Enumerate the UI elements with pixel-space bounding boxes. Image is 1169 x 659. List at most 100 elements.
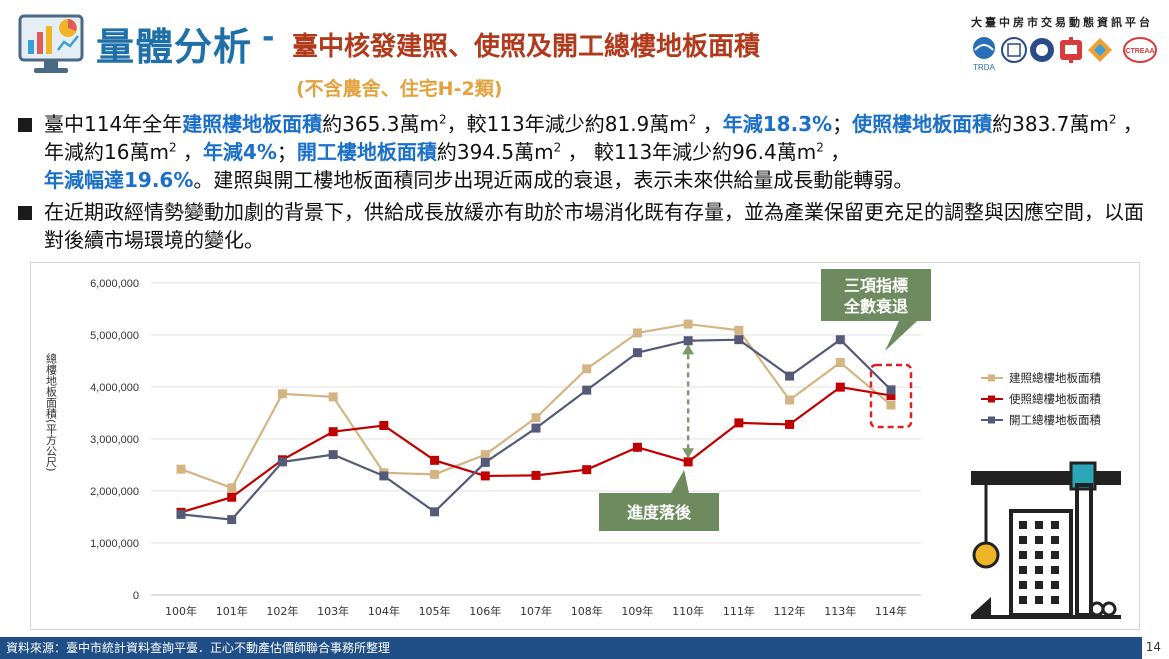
annotation-box-bottom <box>599 493 719 531</box>
data-point <box>328 427 338 437</box>
x-tick-label: 107年 <box>520 604 552 618</box>
data-point <box>632 442 642 452</box>
text-segment: 約383.7萬m <box>992 112 1109 136</box>
diamond-logo <box>1088 38 1112 62</box>
seal-logo-1 <box>1001 37 1027 63</box>
text-segment: ，較113年減少約81.9萬m <box>446 112 689 136</box>
page-number: 14 <box>1145 640 1161 654</box>
legend-marker <box>988 416 995 424</box>
data-point <box>683 319 693 329</box>
data-point <box>886 385 896 395</box>
x-tick-label: 100年 <box>165 604 197 618</box>
text-segment: ； <box>832 112 853 136</box>
x-tick-label: 109年 <box>621 604 653 618</box>
legend-marker <box>988 374 995 382</box>
bullet-square-icon <box>18 206 32 220</box>
data-point <box>531 423 541 433</box>
data-point <box>379 420 389 430</box>
data-point <box>632 348 642 358</box>
series-line <box>180 385 892 514</box>
highlight-box <box>869 363 913 429</box>
text-segment: ， <box>176 140 203 164</box>
data-point <box>277 457 287 467</box>
text-segment: 臺中114年全年 <box>44 112 183 136</box>
seal-logo-2 <box>1030 38 1054 62</box>
data-point <box>531 470 541 480</box>
x-tick-label: 113年 <box>824 604 856 618</box>
partner-logos: TRDA CTREAA <box>973 37 1157 72</box>
data-point <box>683 457 693 467</box>
data-point <box>227 483 237 493</box>
data-point <box>683 336 693 346</box>
highlight-text: 使照樓地板面積 <box>852 112 993 136</box>
y-tick-label: 3,000,000 <box>90 434 139 446</box>
data-point <box>785 419 795 429</box>
annotation-pointer-bottom <box>671 469 689 493</box>
x-tick-label: 101年 <box>216 604 248 618</box>
superscript: 2 <box>688 112 697 127</box>
data-point <box>277 389 287 399</box>
chart-canvas: 0 1,000,000 2,000,000 3,000,000 4,000,000 5,0… <box>45 269 1121 619</box>
construction-crane-icon <box>971 461 1121 619</box>
ctreaa-logo-text: CTREAA <box>1125 48 1154 55</box>
data-point <box>734 325 744 335</box>
text-segment: 。建照與開工樓地板面積同步出現近兩成的衰退，表示未來供給量成長動能轉弱。 <box>193 168 914 192</box>
text-segment: 約394.5萬m <box>436 140 554 164</box>
gap-arrow-head-down <box>682 448 695 459</box>
x-tick-label: 105年 <box>419 604 451 618</box>
data-point <box>328 450 338 460</box>
legend-label: 使照總樓地板面積 <box>1009 392 1101 406</box>
data-point <box>835 335 845 345</box>
trda-logo-text: TRDA <box>973 63 995 72</box>
annotation-text-top: 三項指標 <box>844 276 908 295</box>
legend-label: 開工總樓地板面積 <box>1009 413 1101 427</box>
x-tick-label: 104年 <box>368 604 400 618</box>
x-tick-label: 114年 <box>875 604 907 618</box>
y-tick-label: 1,000,000 <box>90 538 139 550</box>
data-point <box>176 509 186 519</box>
bullet-2: 在近期政經情勢變動加劇的背景下，供給成長放緩亦有助於市場消化既有存量，並為產業保… <box>16 198 1158 254</box>
data-point <box>734 418 744 428</box>
data-point <box>886 390 896 400</box>
gap-arrow-head-up <box>682 344 695 355</box>
ctreaa-logo: CTREAA <box>1123 37 1157 63</box>
text-segment: ， 較113年減少約96.4萬m <box>561 140 817 164</box>
text-segment: 約365.3萬m <box>322 112 439 136</box>
summary-bullets: 臺中114年全年建照樓地板面積約365.3萬m2，較113年減少約81.9萬m2… <box>16 110 1158 254</box>
annotation-box-top <box>821 269 931 321</box>
annotation-pointer-top <box>885 321 917 351</box>
y-tick-label: 4,000,000 <box>90 382 139 394</box>
line-chart: 0 1,000,000 2,000,000 3,000,000 4,000,000 5,0… <box>30 262 1140 630</box>
y-tick-label: 5,000,000 <box>90 330 139 342</box>
x-tick-label: 108年 <box>571 604 603 618</box>
analytics-monitor-icon <box>18 14 84 73</box>
y-tick-label: 2,000,000 <box>90 486 139 498</box>
highlight-text: 年減4% <box>202 140 277 164</box>
x-tick-label: 102年 <box>266 604 298 618</box>
bullet-square-icon <box>18 118 32 132</box>
text-segment: ， <box>823 140 851 164</box>
y-tick-label: 0 <box>133 590 139 602</box>
text-segment: ， 年減約16萬m <box>44 112 1143 164</box>
data-point <box>379 471 389 481</box>
data-point <box>531 413 541 423</box>
y-tick-label: 6,000,000 <box>90 278 139 290</box>
bullet-1: 臺中114年全年建照樓地板面積約365.3萬m2，較113年減少約81.9萬m2… <box>16 110 1158 194</box>
data-point <box>582 465 592 475</box>
x-tick-label: 106年 <box>469 604 501 618</box>
data-point <box>480 450 490 460</box>
legend-marker <box>988 395 995 403</box>
x-tick-label: 103年 <box>317 604 349 618</box>
data-point <box>886 400 896 410</box>
superscript: 2 <box>438 112 447 127</box>
page-subtitle: 臺中核發建照、使照及開工總樓地板面積 <box>292 32 761 62</box>
data-point <box>835 358 845 368</box>
highlight-text: 年減18.3% <box>722 112 833 136</box>
data-point <box>582 385 592 395</box>
data-point <box>227 492 237 502</box>
text-segment: ； <box>276 140 297 164</box>
annotation-text-top: 全數衰退 <box>843 297 908 316</box>
annotation-text-bottom: 進度落後 <box>627 503 692 522</box>
title-dash: - <box>262 20 275 55</box>
header: 量體分析 - 臺中核發建照、使照及開工總樓地板面積 (不含農舍、住宅H-2類) … <box>0 0 1169 100</box>
